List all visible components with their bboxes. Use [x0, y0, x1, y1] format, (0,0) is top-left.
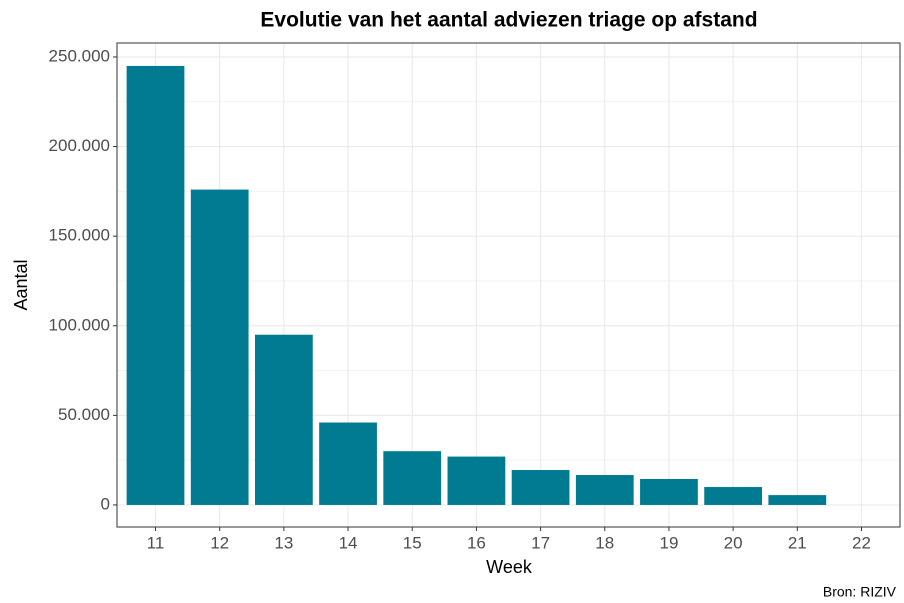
x-tick-label: 11 — [147, 533, 165, 552]
bar — [190, 189, 249, 505]
x-tick-label: 18 — [595, 533, 614, 552]
bar — [447, 456, 506, 505]
bar — [254, 334, 313, 505]
panel-border — [116, 42, 901, 528]
y-tick-label: 50.000 — [58, 405, 110, 424]
y-tick-label: 100.000 — [49, 315, 110, 334]
caption: Bron: RIZIV — [823, 584, 897, 600]
y-tick-label: 150.000 — [49, 226, 110, 245]
bar — [383, 451, 442, 505]
x-tick-label: 12 — [210, 533, 229, 552]
x-axis-title: Week — [486, 557, 533, 577]
bar — [126, 65, 185, 505]
y-axis-title: Aantal — [11, 259, 31, 310]
bar — [575, 475, 634, 505]
bar — [640, 478, 698, 505]
bar — [704, 487, 763, 505]
x-tick-label: 17 — [531, 533, 550, 552]
bar — [768, 495, 827, 505]
x-tick-label: 15 — [403, 533, 422, 552]
x-tick-label: 22 — [852, 533, 871, 552]
x-tick-label: 14 — [339, 533, 358, 552]
y-tick-label: 200.000 — [49, 136, 110, 155]
bar — [511, 470, 570, 505]
x-tick-label: 21 — [788, 533, 807, 552]
bar — [319, 422, 377, 505]
y-tick-label: 0 — [101, 494, 110, 513]
x-tick-label: 16 — [467, 533, 486, 552]
x-tick-label: 20 — [724, 533, 743, 552]
y-tick-label: 250.000 — [49, 46, 110, 65]
x-tick-label: 19 — [659, 533, 678, 552]
chart-title: Evolutie van het aantal adviezen triage … — [260, 9, 757, 32]
x-tick-label: 13 — [274, 533, 293, 552]
